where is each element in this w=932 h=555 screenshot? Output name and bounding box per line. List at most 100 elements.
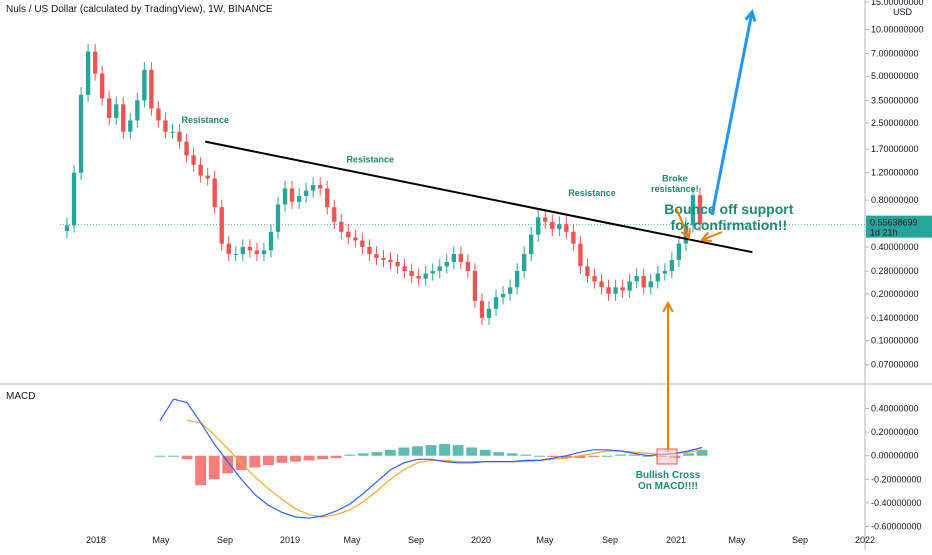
candle-body (500, 293, 506, 298)
macd-histogram-bar (466, 447, 478, 456)
candle-body (170, 131, 175, 133)
x-tick-label: May (536, 535, 554, 545)
candle-body (247, 246, 253, 251)
resistance-label-1-line: Resistance (181, 115, 229, 125)
price-tick-label: 0.07000000 (871, 360, 919, 370)
cross-arrow-up-head (662, 300, 674, 313)
x-tick-label: Sep (602, 535, 618, 545)
x-tick-label: 2021 (666, 535, 686, 545)
candle-body (571, 231, 576, 244)
macd-tick-label: -0.20000000 (871, 474, 922, 484)
candle-body (163, 120, 168, 132)
price-tick-label: 3.50000000 (871, 95, 919, 105)
candle-body (254, 250, 260, 255)
resistance-label-1: Resistance (181, 115, 229, 125)
resistance-trendline (205, 140, 753, 254)
candle-body (641, 276, 646, 288)
candle-body (346, 231, 351, 238)
bullish-cross-label-line: Bullish Cross (636, 470, 701, 481)
candle-body (592, 276, 597, 282)
candle-body (367, 246, 372, 255)
candle-body (332, 207, 337, 222)
price-tick-label: 0.10000000 (871, 336, 919, 346)
bounce-label-line: Bounce off support (664, 201, 793, 217)
bullish-cross-label: Bullish Cross On MACD!!!! (636, 470, 701, 492)
resistance-label-3-line: Resistance (568, 188, 616, 198)
candle-body (303, 190, 309, 196)
last-price-tag (866, 215, 932, 238)
candle-body (381, 257, 386, 260)
projection-arrow (710, 11, 754, 216)
candle-body (205, 175, 210, 179)
candle-body (479, 300, 485, 318)
candle-body (430, 271, 435, 274)
macd-histogram-bar (506, 453, 518, 456)
candle-body (114, 104, 119, 118)
last-price-value: 0.55638699 (870, 218, 918, 228)
candle-body (99, 73, 105, 99)
price-tick-label: 1.70000000 (871, 144, 919, 154)
macd-histogram-bar (168, 455, 179, 457)
bullish-cross-box (656, 448, 678, 465)
candle-body (458, 254, 464, 262)
candle-body (275, 204, 281, 232)
candle-body (655, 273, 660, 282)
price-tick-label: 15.00000000 (871, 0, 924, 7)
candle-body (198, 164, 203, 176)
x-tick-label: Sep (217, 535, 233, 545)
support-arrow (701, 231, 723, 241)
macd-tick-label: -0.40000000 (871, 498, 922, 508)
candle-body (620, 287, 625, 291)
x-tick-label: 2022 (855, 535, 875, 545)
candle-body (184, 141, 189, 156)
x-tick-label: May (152, 535, 170, 545)
macd-histogram-bar (615, 454, 627, 456)
candle-body (529, 234, 534, 255)
macd-histogram-bar (276, 455, 288, 463)
x-tick-label: Sep (792, 535, 808, 545)
macd-title: MACD (6, 391, 36, 402)
support-arrow-head (700, 231, 713, 243)
candle-body (648, 281, 653, 288)
price-tick-label: 5.00000000 (871, 71, 919, 81)
candle-body (135, 100, 140, 121)
macd-histogram-bar (628, 454, 640, 456)
price-tick-label: 7.00000000 (871, 49, 919, 59)
macd-histogram-bar (222, 455, 234, 474)
candle-body (92, 51, 98, 74)
candle-body (669, 259, 675, 272)
candle-body (451, 254, 457, 262)
candle-body (261, 250, 267, 255)
candle-body (690, 195, 696, 226)
broke-resistance-label-line: Broke (662, 174, 688, 184)
candle-body (514, 271, 520, 288)
candle-body (240, 246, 246, 255)
macd-histogram-bar (425, 445, 437, 456)
x-tick-label: Sep (408, 535, 424, 545)
candle-body (233, 254, 238, 256)
macd-histogram-bar (439, 443, 450, 456)
macd-histogram-bar (330, 455, 342, 459)
candle-body (606, 287, 611, 294)
macd-histogram-bar (384, 449, 396, 456)
macd-histogram-bar (696, 449, 708, 456)
macd-histogram-bar (398, 447, 410, 456)
price-tick-label: 1.20000000 (871, 168, 919, 178)
candle-body (121, 104, 126, 132)
breakout-arrow-head (680, 227, 691, 240)
candle-body (71, 172, 77, 226)
candle-body (634, 276, 639, 282)
x-tick-label: 2018 (86, 535, 106, 545)
candle-body (310, 185, 316, 191)
macd-histogram-bar (479, 449, 491, 456)
price-tick-label: 2.50000000 (871, 118, 919, 128)
price-tick-label: 0.14000000 (871, 313, 919, 323)
macd-histogram-bar (262, 455, 274, 466)
bounce-label-line: for confirmation!! (671, 217, 788, 233)
currency-label: USD (893, 7, 913, 17)
candle-body (64, 225, 70, 232)
candle-body (318, 185, 323, 189)
macd-tick-label: -0.60000000 (871, 521, 922, 531)
macd-histogram-bar (249, 455, 261, 468)
